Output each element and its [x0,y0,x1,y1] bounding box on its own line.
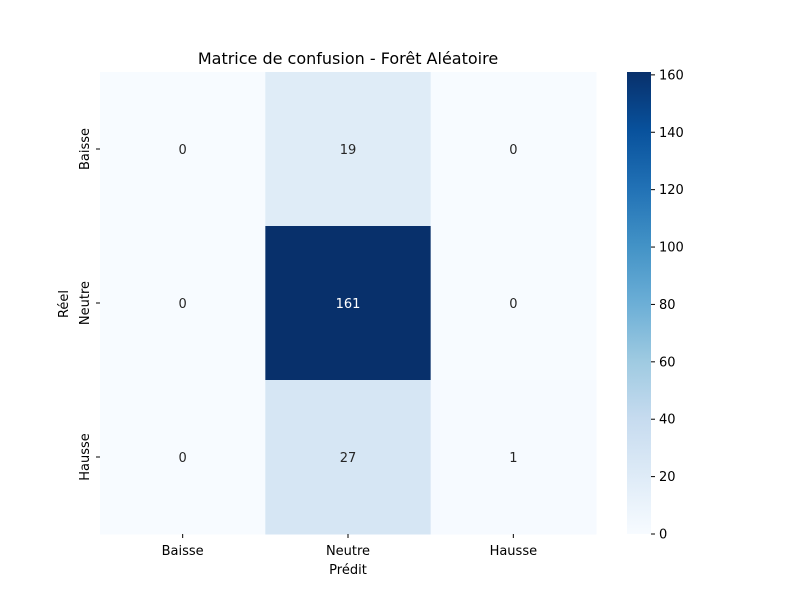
y-tick-label: Hausse [78,433,93,481]
heatmap-cell [100,226,266,381]
y-axis-label: Réel [57,290,72,318]
x-axis-ticks: Baisse Neutre Hausse [162,534,537,559]
y-tick-label: Neutre [78,281,93,325]
colorbar-tick-label: 120 [659,183,684,198]
heatmap: 0 19 0 0 161 0 0 27 1 [100,72,597,535]
cell-value-label: 0 [509,297,517,312]
cell-value-label: 19 [340,143,357,158]
y-tick-label: Baisse [78,128,93,170]
x-tick-label: Baisse [162,544,204,559]
colorbar-tick-label: 20 [659,470,676,485]
x-tick-label: Neutre [326,544,370,559]
heatmap-cell [100,72,266,227]
cell-value-label: 1 [509,451,517,466]
heatmap-cell [265,72,432,227]
cell-value-label: 0 [179,297,187,312]
heatmap-cell [265,380,432,535]
cell-value-label: 161 [336,297,361,312]
heatmap-cell [430,226,597,381]
colorbar: 0 20 40 60 80 100 120 140 160 [627,68,684,543]
x-tick-label: Hausse [490,544,538,559]
colorbar-gradient [627,72,651,534]
heatmap-cell [265,226,432,381]
colorbar-tick-label: 60 [659,355,676,370]
colorbar-tick-label: 140 [659,126,684,141]
colorbar-tick-label: 80 [659,298,676,313]
x-axis-label: Prédit [329,563,367,578]
cell-value-label: 27 [340,451,357,466]
colorbar-tick-label: 100 [659,241,684,256]
cell-value-label: 0 [179,451,187,466]
cell-value-label: 0 [179,143,187,158]
colorbar-tick-label: 40 [659,413,676,428]
heatmap-cell [430,380,597,535]
colorbar-tick-label: 160 [659,68,684,83]
heatmap-cell [100,380,266,535]
cell-value-label: 0 [509,143,517,158]
y-axis-ticks: Baisse Neutre Hausse [78,128,100,481]
colorbar-tick-label: 0 [659,528,667,543]
heatmap-cell [430,72,597,227]
chart-title: Matrice de confusion - Forêt Aléatoire [198,49,498,68]
